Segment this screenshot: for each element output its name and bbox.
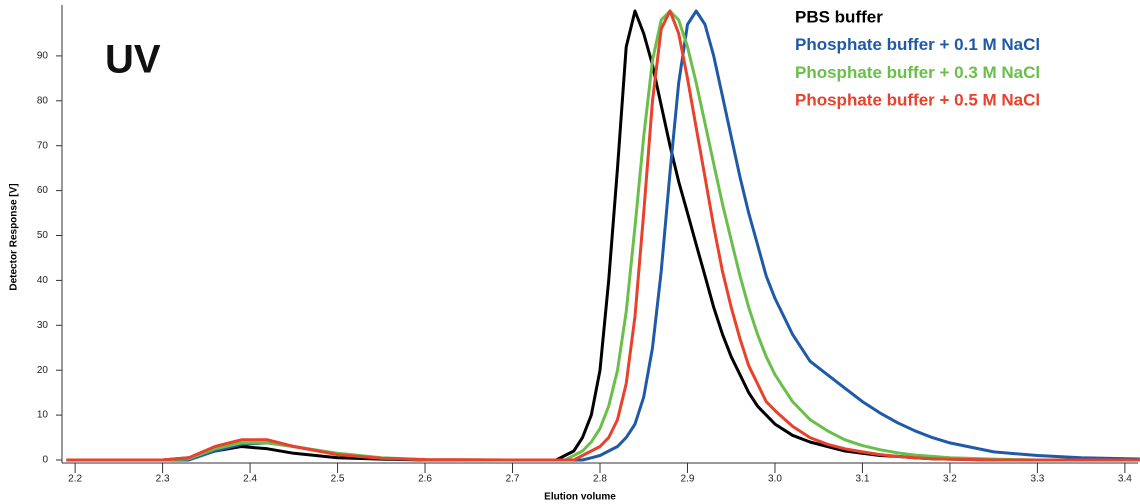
x-tick-label: 2.5: [331, 474, 345, 485]
x-tick-label: 2.3: [156, 474, 170, 485]
y-tick-label: 40: [37, 275, 49, 286]
y-tick-label: 30: [37, 320, 49, 331]
x-tick-label: 3.3: [1030, 474, 1044, 485]
x-tick-label: 2.8: [593, 474, 607, 485]
y-tick-label: 10: [37, 410, 49, 421]
legend-entry: Phosphate buffer + 0.3 M NaCl: [795, 63, 1040, 82]
legend-entry: PBS buffer: [795, 7, 883, 26]
y-tick-label: 50: [37, 230, 49, 241]
x-tick-label: 2.9: [681, 474, 695, 485]
y-tick-label: 60: [37, 185, 49, 196]
x-tick-label: 3.1: [855, 474, 869, 485]
x-tick-label: 3.2: [943, 474, 957, 485]
y-tick-label: 70: [37, 140, 49, 151]
y-tick-label: 90: [37, 51, 49, 62]
y-tick-label: 20: [37, 365, 49, 376]
legend-entry: Phosphate buffer + 0.1 M NaCl: [795, 35, 1040, 54]
x-tick-label: 2.7: [506, 474, 520, 485]
x-tick-label: 3.0: [768, 474, 782, 485]
y-tick-label: 80: [37, 95, 49, 106]
x-tick-label: 3.4: [1118, 474, 1132, 485]
x-tick-label: 2.2: [68, 474, 82, 485]
annotation: UV: [105, 38, 161, 82]
x-axis-label: Elution volume: [544, 492, 616, 503]
series-line: [66, 9, 1140, 462]
x-tick-label: 2.6: [418, 474, 432, 485]
y-axis-label: Detector Response [V]: [9, 183, 20, 290]
y-tick-label: 0: [42, 455, 48, 466]
legend-entry: Phosphate buffer + 0.5 M NaCl: [795, 91, 1040, 110]
x-tick-label: 2.4: [243, 474, 257, 485]
